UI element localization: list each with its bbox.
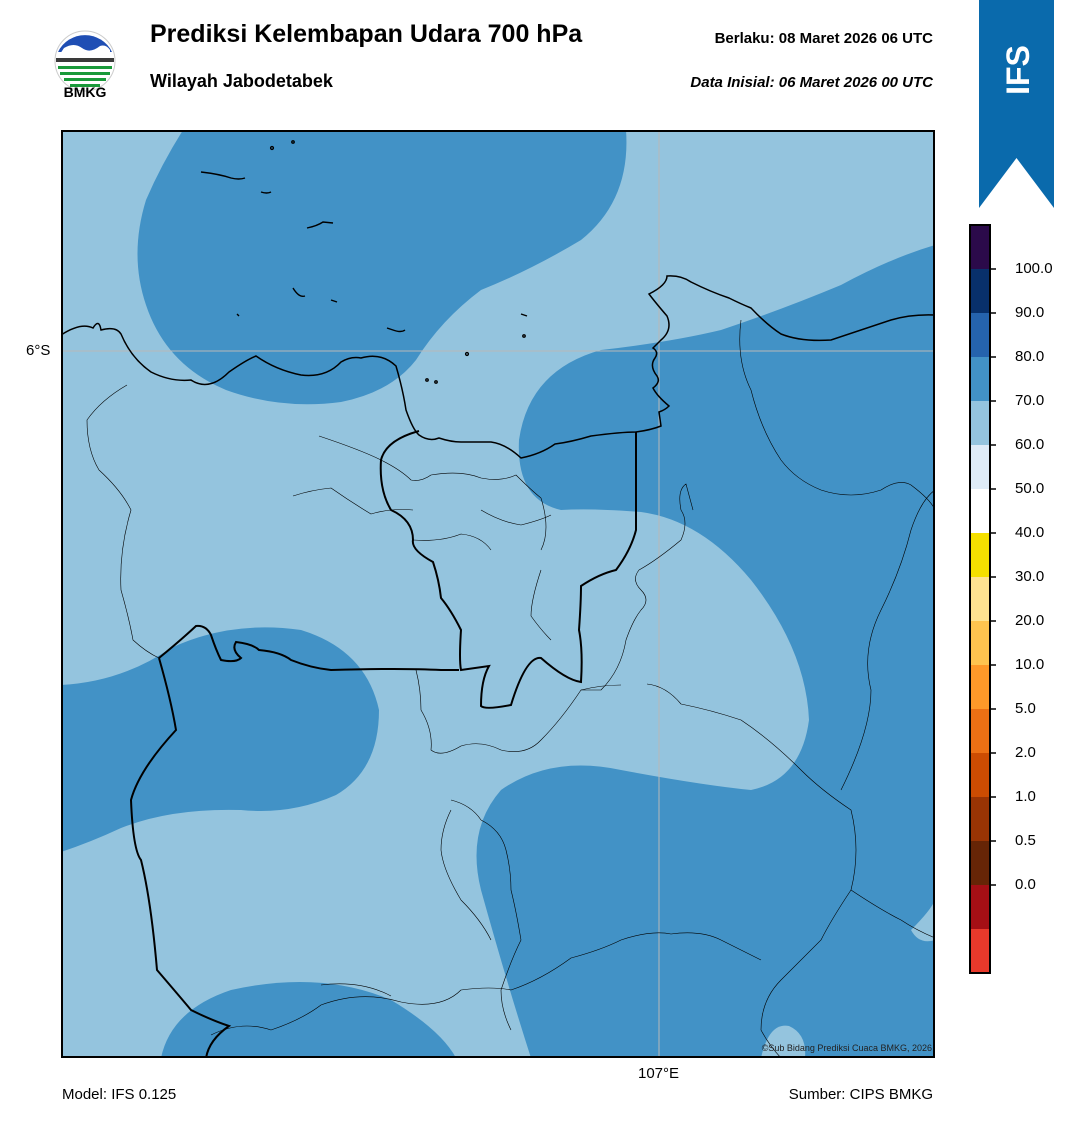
province-boundary [379,430,637,709]
humidity-map [61,130,935,1058]
map-credit: ©Sub Bidang Prediksi Cuaca BMKG, 2026 [761,1043,932,1053]
ifs-badge-text: IFS [1000,45,1036,95]
map-frame [61,130,935,1058]
colorbar-tick-label: 20.0 [1015,612,1045,629]
longitude-label: 107°E [638,1065,680,1082]
colorbar-segment [970,313,990,358]
colorbar-segment [970,357,990,402]
colorbar-segment [970,841,990,886]
colorbar-segment [970,489,990,534]
latitude-label: 6°S [26,342,51,359]
coastline [61,275,935,459]
colorbar-tick-label: 5.0 [1015,700,1036,717]
colorbar-segment [970,885,990,930]
colorbar-frame [969,224,991,974]
regency-boundaries [86,319,935,1058]
colorbar-segment [970,753,990,798]
colorbar-segment [970,929,990,974]
colorbar-segment [970,533,990,578]
colorbar-segment [970,577,990,622]
humidity-zone-70-80-north [137,130,627,405]
colorbar [969,224,996,974]
colorbar-tick-label: 40.0 [1015,524,1045,541]
province-boundary [158,624,459,672]
ifs-badge: IFS [979,0,1054,208]
colorbar-tick-label: 80.0 [1015,348,1045,365]
colorbar-tick-label: 30.0 [1015,568,1045,585]
humidity-zone-70-80-west [61,627,379,852]
colorbar-segment [970,401,990,446]
islands [200,140,528,384]
colorbar-segment [970,445,990,490]
map-title: Prediksi Kelembapan Udara 700 hPa [150,20,583,48]
colorbar-segment [970,621,990,666]
colorbar-tick-label: 0.5 [1015,832,1036,849]
colorbar-tick-label: 2.0 [1015,744,1036,761]
colorbar-segment [970,797,990,842]
colorbar-tick-label: 70.0 [1015,392,1045,409]
colorbar-tick-label: 50.0 [1015,480,1045,497]
model-label: Model: IFS 0.125 [62,1086,177,1103]
colorbar-segment [970,709,990,754]
humidity-zone-60-70-island [761,1025,806,1058]
region-subtitle: Wilayah Jabodetabek [150,71,333,91]
source-label: Sumber: CIPS BMKG [788,1086,933,1103]
humidity-zone-60-70-island [911,900,935,942]
colorbar-tick-label: 0.0 [1015,876,1036,893]
colorbar-segment [970,225,990,270]
humidity-zone-70-80-east [476,245,935,1058]
colorbar-tick-label: 60.0 [1015,436,1045,453]
colorbar-tick-label: 90.0 [1015,304,1045,321]
colorbar-segment [970,665,990,710]
logo-text: BMKG [63,84,107,100]
colorbar-segment [970,269,990,314]
bmkg-logo-icon [54,30,116,92]
colorbar-tick-label: 1.0 [1015,788,1036,805]
init-time: Data Inisial: 06 Maret 2026 00 UTC [690,74,933,91]
colorbar-tick-label: 10.0 [1015,656,1045,673]
valid-time: Berlaku: 08 Maret 2026 06 UTC [714,30,933,47]
humidity-zone-70-80-south [161,982,456,1058]
colorbar-tick-label: 100.0 [1015,260,1053,277]
province-boundary [129,657,232,1058]
